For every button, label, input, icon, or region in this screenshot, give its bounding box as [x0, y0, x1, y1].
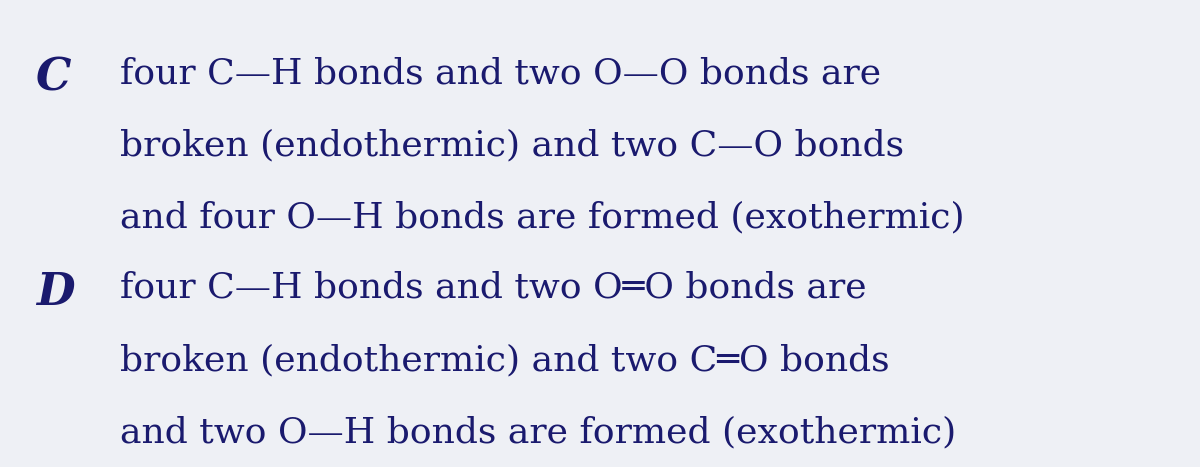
Text: broken (endothermic) and two C—O bonds: broken (endothermic) and two C—O bonds	[120, 128, 904, 163]
Text: broken (endothermic) and two C═O bonds: broken (endothermic) and two C═O bonds	[120, 343, 889, 377]
Text: four C—H bonds and two O—O bonds are: four C—H bonds and two O—O bonds are	[120, 56, 881, 90]
Text: C: C	[36, 56, 71, 99]
Text: and four O—H bonds are formed (exothermic): and four O—H bonds are formed (exothermi…	[120, 201, 965, 235]
Text: D: D	[36, 271, 74, 314]
Text: four C—H bonds and two O═O bonds are: four C—H bonds and two O═O bonds are	[120, 271, 866, 305]
Text: and two O—H bonds are formed (exothermic): and two O—H bonds are formed (exothermic…	[120, 416, 956, 450]
